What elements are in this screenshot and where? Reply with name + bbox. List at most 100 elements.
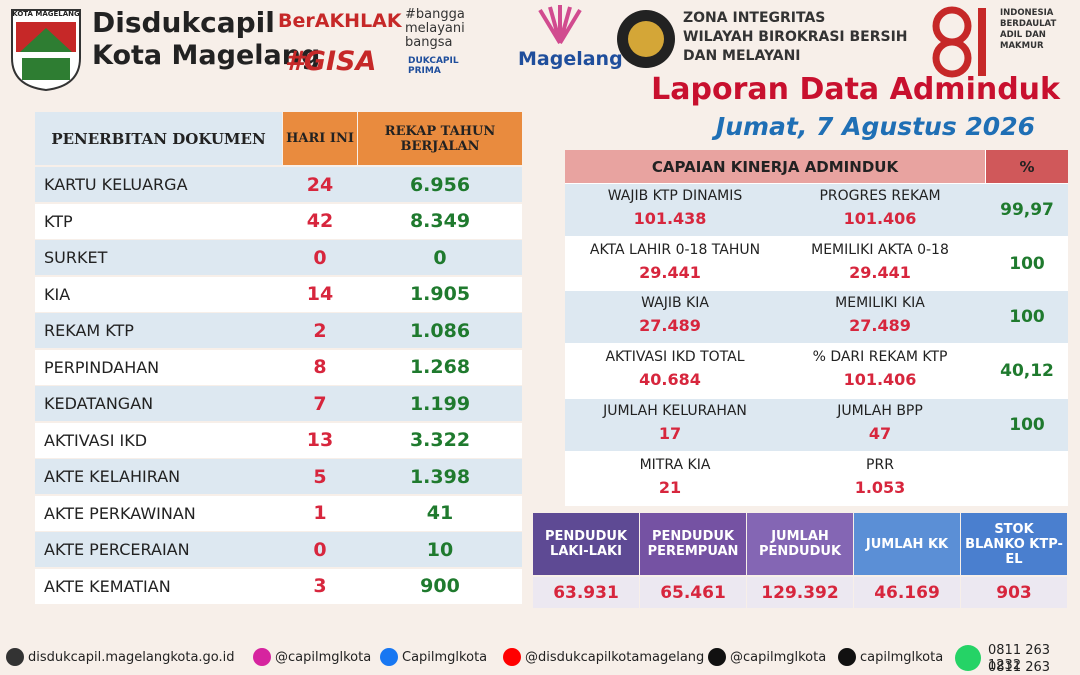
zona-text: WILAYAH BIROKRASI BERSIH (683, 29, 908, 45)
prima: DUKCAPIL PRIMA (408, 56, 459, 76)
row-today: 13 (306, 429, 334, 451)
perf-row (565, 291, 1068, 344)
logo-label: KOTA MAGELANG (12, 10, 80, 18)
anniv-text: INDONESIA (1000, 8, 1054, 18)
table-row (35, 386, 522, 421)
row-label: PERPINDAHAN (44, 357, 160, 377)
row-label: REKAM KTP (44, 321, 134, 340)
perf-left-value: 29.441 (639, 262, 701, 282)
perf-left-label: MITRA KIA (639, 456, 711, 473)
row-total: 1.086 (409, 319, 471, 342)
perf-row (565, 345, 1068, 398)
pop-header: PENDUDUK LAKI-LAKI (533, 513, 639, 575)
row-label: AKTIVASI IKD (44, 430, 148, 450)
anniv-text: ADIL DAN (1000, 30, 1046, 40)
report-date: Jumat, 7 Agustus 2026 (715, 112, 1035, 141)
footer-website: disdukcapil.magelangkota.go.id (28, 650, 235, 665)
perf-left-value: 40.684 (639, 370, 701, 390)
row-label: AKTE PERKAWINAN (44, 503, 196, 523)
footer-icon (6, 648, 24, 666)
perf-right-label: PROGRES REKAM (819, 188, 941, 204)
table-row (35, 240, 522, 275)
perf-pct: 99,97 (1000, 200, 1054, 220)
row-today: 5 (313, 465, 327, 488)
perf-row (565, 184, 1068, 236)
table-row (35, 167, 522, 202)
anniv-text: MAKMUR (1000, 41, 1044, 51)
perf-right-label: JUMLAH BPP (837, 402, 923, 419)
footer-icon (708, 648, 726, 666)
row-today: 0 (313, 538, 327, 561)
perf-left-value: 27.489 (639, 316, 701, 336)
footer-instagram: @capilmglkota (275, 650, 372, 665)
perf-left-value: 101.438 (633, 209, 707, 228)
pop-header: JUMLAH KK (854, 513, 960, 575)
pop-value: 903 (961, 577, 1067, 608)
pop-header: STOK BLANKO KTP-EL (961, 513, 1067, 575)
table-row (35, 349, 522, 385)
table-row (35, 276, 522, 312)
anniv-number: 81 (935, 30, 936, 31)
perf-right-value: 1.053 (854, 477, 906, 497)
perf-right-label: % DARI REKAM KTP (812, 349, 948, 366)
row-today: 42 (306, 210, 334, 232)
footer-phone: 0811 263 1232 (988, 643, 1051, 673)
gisa: #GISA (285, 46, 377, 77)
anniversary-logo (932, 6, 986, 78)
perf-right-value: 101.406 (843, 209, 917, 228)
zona-text: DAN MELAYANI (683, 48, 801, 64)
perf-right-label: MEMILIKI AKTA 0-18 (811, 241, 949, 258)
table-header: HARI INI (283, 112, 357, 165)
footer-phone: 0811 263 2220 (988, 660, 1051, 675)
pop-value: 46.169 (854, 577, 960, 608)
row-label: KIA (44, 284, 71, 304)
row-total: 6.956 (409, 173, 471, 196)
row-today: 0 (313, 246, 327, 269)
table-row (35, 459, 522, 494)
report-title: Laporan Data Adminduk (651, 72, 1060, 107)
row-total: 1.905 (409, 283, 471, 305)
zona-logo (617, 10, 675, 68)
row-today: 24 (306, 173, 334, 196)
pop-value: 129.392 (747, 577, 853, 608)
row-label: AKTE PERCERAIAN (44, 540, 190, 559)
perf-pct: 100 (1009, 253, 1045, 274)
row-today: 8 (313, 356, 327, 378)
perf-pct: 100 (1009, 307, 1045, 328)
footer-icon (955, 645, 981, 671)
pop-value: 63.931 (533, 577, 639, 608)
table-row (35, 422, 522, 458)
footer-youtube: @disdukcapilkotamagelang (525, 650, 705, 665)
perf-pct-header: % (986, 150, 1068, 183)
org-name: Disdukcapil (92, 6, 275, 39)
org-city: Kota Magelang (92, 40, 321, 71)
row-total: 10 (426, 538, 454, 561)
perf-left-label: AKTIVASI IKD TOTAL (605, 349, 745, 366)
table-row (35, 495, 522, 531)
perf-left-label: AKTA LAHIR 0-18 TAHUN (589, 241, 761, 258)
perf-right-value: 29.441 (849, 262, 911, 282)
perf-right-value: 47 (868, 423, 892, 443)
pop-header: JUMLAH PENDUDUK (747, 513, 853, 575)
row-label: AKTE KELAHIRAN (44, 467, 181, 486)
footer-facebook: Capilmglkota (402, 650, 488, 665)
row-total: 1.268 (409, 356, 471, 378)
row-label: SURKET (44, 248, 108, 267)
row-total: 0 (433, 246, 447, 269)
perf-row (565, 398, 1068, 451)
table-header: REKAP TAHUN BERJALAN (358, 112, 522, 165)
anniv-text: BERDAULAT (1000, 19, 1057, 29)
row-today: 7 (313, 392, 327, 415)
footer-icon (503, 648, 521, 666)
perf-pct: 40,12 (1000, 361, 1054, 382)
row-label: KARTU KELUARGA (44, 175, 188, 194)
perf-right-label: PRR (866, 456, 894, 473)
table-row (35, 203, 522, 239)
perf-left-value: 17 (658, 423, 682, 443)
table-row (35, 532, 522, 567)
perf-row (565, 237, 1068, 290)
table-row (35, 568, 522, 604)
row-today: 3 (313, 575, 327, 597)
perf-left-value: 21 (658, 477, 682, 497)
